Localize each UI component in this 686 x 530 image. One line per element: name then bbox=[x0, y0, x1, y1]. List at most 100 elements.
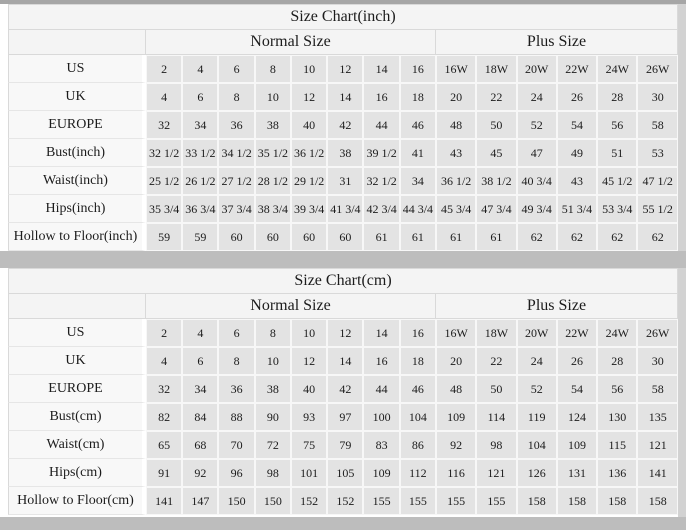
size-value-cell: 4 bbox=[145, 83, 183, 111]
size-value-cell: 47 3/4 bbox=[476, 195, 517, 223]
size-value-cell: 36 3/4 bbox=[182, 195, 219, 223]
size-value-cell: 38 3/4 bbox=[254, 195, 291, 223]
size-value-cell: 158 bbox=[516, 487, 557, 515]
size-value-cell: 119 bbox=[516, 403, 557, 431]
size-value-cell: 54 bbox=[556, 375, 598, 403]
size-value-cell: 16 bbox=[363, 83, 400, 111]
size-value-cell: 24W bbox=[597, 319, 638, 347]
size-value-cell: 12 bbox=[327, 55, 364, 83]
size-value-cell: 115 bbox=[597, 431, 638, 459]
size-value-cell: 58 bbox=[637, 111, 678, 139]
size-value-cell: 10 bbox=[254, 347, 291, 375]
size-value-cell: 158 bbox=[597, 487, 638, 515]
size-value-cell: 104 bbox=[516, 431, 557, 459]
size-value-cell: 32 1/2 bbox=[363, 167, 400, 195]
size-value-cell: 104 bbox=[399, 403, 436, 431]
size-value-cell: 91 bbox=[145, 459, 183, 487]
size-value-cell: 131 bbox=[556, 459, 598, 487]
size-value-cell: 42 3/4 bbox=[363, 195, 400, 223]
size-value-cell: 38 1/2 bbox=[476, 167, 517, 195]
size-value-cell: 105 bbox=[327, 459, 364, 487]
size-value-cell: 141 bbox=[637, 459, 678, 487]
size-value-cell: 60 bbox=[254, 223, 291, 251]
size-value-cell: 53 3/4 bbox=[597, 195, 638, 223]
table-row: Waist(inch) 25 1/2 26 1/2 27 1/2 28 1/2 29 1/… bbox=[8, 167, 678, 195]
size-value-cell: 56 bbox=[597, 111, 638, 139]
column-group-header: Plus Size bbox=[435, 30, 678, 55]
size-value-cell: 147 bbox=[182, 487, 219, 515]
size-value-cell: 47 1/2 bbox=[637, 167, 678, 195]
size-value-cell: 83 bbox=[363, 431, 400, 459]
size-value-cell: 158 bbox=[556, 487, 598, 515]
size-value-cell: 45 bbox=[476, 139, 517, 167]
table-row: UK 4 6 8 10 12 14 16 18 20 22 24 26 28 30 bbox=[8, 83, 678, 111]
size-value-cell: 49 bbox=[556, 139, 598, 167]
size-value-cell: 114 bbox=[476, 403, 517, 431]
table-row: Hips(inch) 35 3/4 36 3/4 37 3/4 38 3/4 39 3/4… bbox=[8, 195, 678, 223]
size-value-cell: 60 bbox=[327, 223, 364, 251]
size-value-cell: 28 1/2 bbox=[254, 167, 291, 195]
size-value-cell: 28 bbox=[597, 83, 638, 111]
size-value-cell: 59 bbox=[182, 223, 219, 251]
size-value-cell: 18 bbox=[399, 347, 436, 375]
size-value-cell: 51 bbox=[597, 139, 638, 167]
row-label: UK bbox=[8, 83, 146, 111]
row-label: Hollow to Floor(cm) bbox=[8, 487, 146, 515]
size-value-cell: 29 1/2 bbox=[290, 167, 328, 195]
size-value-cell: 56 bbox=[597, 375, 638, 403]
size-value-cell: 30 bbox=[637, 347, 678, 375]
table-row: EUROPE 32 34 36 38 40 42 44 46 48 50 52 54 56 58 bbox=[8, 111, 678, 139]
corner-cell bbox=[8, 30, 146, 55]
table-row: Waist(cm) 65 68 70 72 75 79 83 86 92 98 104 109 115 12… bbox=[8, 431, 678, 459]
size-value-cell: 60 bbox=[218, 223, 255, 251]
size-value-cell: 26W bbox=[637, 55, 678, 83]
size-value-cell: 51 3/4 bbox=[556, 195, 598, 223]
top-gray-strip bbox=[0, 0, 686, 4]
size-value-cell: 14 bbox=[327, 83, 364, 111]
size-value-cell: 6 bbox=[218, 319, 255, 347]
size-value-cell: 10 bbox=[254, 83, 291, 111]
size-value-cell: 96 bbox=[218, 459, 255, 487]
size-value-cell: 6 bbox=[218, 55, 255, 83]
size-value-cell: 109 bbox=[363, 459, 400, 487]
size-value-cell: 36 1/2 bbox=[290, 139, 328, 167]
size-chart-cm-holder: Size Chart(cm) Normal Size Plus Size US 2 4 6 8… bbox=[0, 268, 686, 515]
size-value-cell: 90 bbox=[254, 403, 291, 431]
size-value-cell: 46 bbox=[399, 111, 436, 139]
size-value-cell: 121 bbox=[637, 431, 678, 459]
size-value-cell: 34 bbox=[182, 111, 219, 139]
title-row: Size Chart(inch) bbox=[8, 4, 678, 30]
size-value-cell: 86 bbox=[399, 431, 436, 459]
size-value-cell: 4 bbox=[145, 347, 183, 375]
size-value-cell: 16 bbox=[399, 319, 436, 347]
size-value-cell: 27 1/2 bbox=[218, 167, 255, 195]
separator-band bbox=[0, 251, 686, 268]
size-value-cell: 10 bbox=[290, 55, 328, 83]
size-value-cell: 2 bbox=[145, 319, 183, 347]
size-value-cell: 4 bbox=[182, 319, 219, 347]
row-label: EUROPE bbox=[8, 111, 146, 139]
size-value-cell: 18 bbox=[399, 83, 436, 111]
row-label: UK bbox=[8, 347, 146, 375]
row-label: Hips(inch) bbox=[8, 195, 146, 223]
size-value-cell: 62 bbox=[597, 223, 638, 251]
size-value-cell: 22 bbox=[476, 347, 517, 375]
size-value-cell: 92 bbox=[435, 431, 477, 459]
size-value-cell: 60 bbox=[290, 223, 328, 251]
size-chart-inch-holder: Size Chart(inch) Normal Size Plus Size US 2 4… bbox=[0, 4, 686, 251]
size-value-cell: 12 bbox=[290, 83, 328, 111]
size-value-cell: 61 bbox=[476, 223, 517, 251]
size-value-cell: 45 1/2 bbox=[597, 167, 638, 195]
size-value-cell: 136 bbox=[597, 459, 638, 487]
size-value-cell: 92 bbox=[182, 459, 219, 487]
size-value-cell: 26 bbox=[556, 83, 598, 111]
table-row: US 2 4 6 8 10 12 14 16 16W 18W 20W 22W 24W 26W bbox=[8, 319, 678, 347]
size-value-cell: 52 bbox=[516, 375, 557, 403]
table-row: Bust(inch) 32 1/2 33 1/2 34 1/2 35 1/2 36 1/2… bbox=[8, 139, 678, 167]
size-value-cell: 45 3/4 bbox=[435, 195, 477, 223]
size-value-cell: 34 1/2 bbox=[218, 139, 255, 167]
bottom-gray-strip bbox=[0, 517, 686, 530]
size-value-cell: 35 3/4 bbox=[145, 195, 183, 223]
size-value-cell: 18W bbox=[476, 319, 517, 347]
size-value-cell: 88 bbox=[218, 403, 255, 431]
